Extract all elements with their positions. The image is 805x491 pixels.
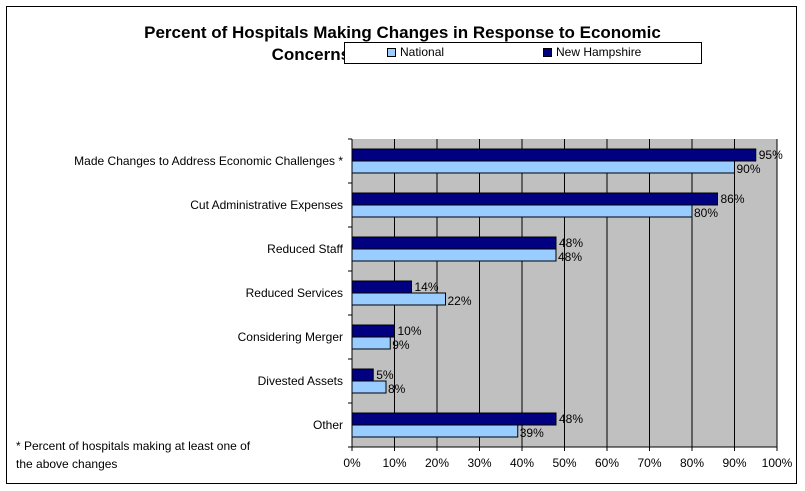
x-tick-label: 50% [552,456,576,470]
bar-national [351,204,693,218]
data-label-national: 90% [737,162,761,176]
data-label-national: 39% [520,426,544,440]
data-label-national: 48% [558,250,582,264]
bar-national [351,160,735,174]
x-tick-label: 30% [467,456,491,470]
bar-new-hampshire [351,368,374,382]
category-label: Reduced Staff [267,242,343,256]
chart-legend: National New Hampshire [344,42,702,64]
footnote-line-2: the above changes [16,457,118,471]
legend-swatch-national [387,47,396,57]
data-label-national: 80% [694,206,718,220]
data-label-national: 8% [388,382,406,396]
legend-label-national: National [400,45,445,59]
data-label-new-hampshire: 14% [415,280,439,294]
category-label: Cut Administrative Expenses [190,198,343,212]
data-label-new-hampshire: 48% [559,236,583,250]
x-tick-label: 70% [637,456,661,470]
x-tick-label: 10% [382,456,406,470]
bar-national [351,380,387,394]
category-label: Considering Merger [238,330,343,344]
legend-item-new-hampshire: New Hampshire [543,45,641,59]
category-label: Reduced Services [246,286,343,300]
legend-item-national: National [387,45,444,59]
footnote-line-1: * Percent of hospitals making at least o… [16,439,251,453]
bar-new-hampshire [351,412,557,426]
footnote: * Percent of hospitals making at least o… [16,437,316,473]
x-tick-label: 90% [722,456,746,470]
x-tick-label: 80% [680,456,704,470]
legend-label-new-hampshire: New Hampshire [556,45,642,59]
data-label-new-hampshire: 95% [759,148,783,162]
x-tick-label: 0% [343,456,361,470]
x-tick-label: 100% [762,456,793,470]
bar-new-hampshire [351,148,757,162]
category-label: Divested Assets [258,374,343,388]
bar-national [351,292,446,306]
data-label-new-hampshire: 48% [559,412,583,426]
data-label-new-hampshire: 86% [721,192,745,206]
legend-swatch-new-hampshire [543,47,552,57]
bar-new-hampshire [351,192,718,206]
x-tick-label: 40% [510,456,534,470]
bar-national [351,248,557,262]
bar-national [351,336,391,350]
data-label-new-hampshire: 5% [376,368,394,382]
chart-title-line-1: Percent of Hospitals Making Changes in R… [144,23,661,42]
x-tick-label: 60% [595,456,619,470]
bar-national [351,424,519,438]
bar-new-hampshire [351,324,395,338]
category-label: Made Changes to Address Economic Challen… [74,154,343,168]
data-label-national: 9% [392,338,410,352]
x-tick-label: 20% [425,456,449,470]
bar-new-hampshire [351,280,412,294]
bar-new-hampshire [351,236,557,250]
category-label: Other [313,418,343,432]
data-label-new-hampshire: 10% [398,324,422,338]
data-label-national: 22% [448,294,472,308]
